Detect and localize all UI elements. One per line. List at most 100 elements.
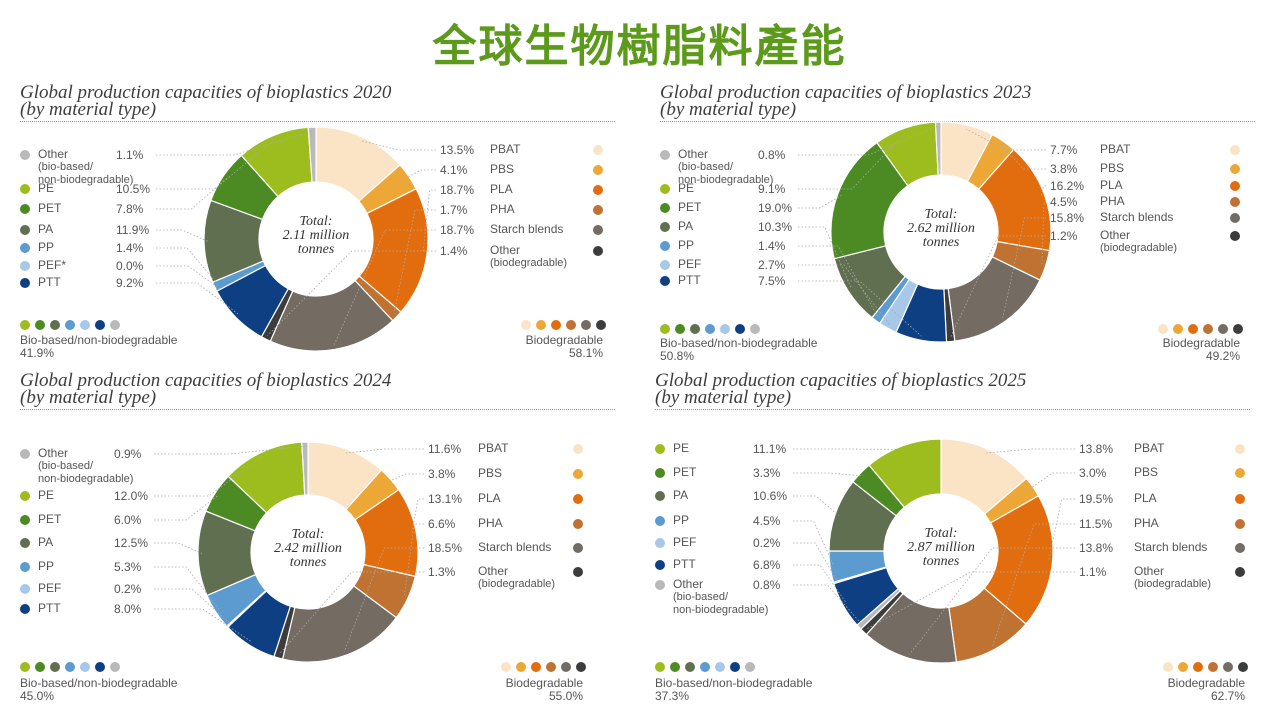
leader-line-pbs xyxy=(1029,472,1075,490)
legend-label-pha: PHA xyxy=(478,517,503,530)
legend-dot-pbs xyxy=(573,469,583,479)
legend-value-pbs: 3.8% xyxy=(428,467,456,481)
group-dot-other-bio-based-non-biodegradable xyxy=(750,324,760,334)
legend-value-pla: 13.1% xyxy=(428,492,463,506)
group-dot-pp xyxy=(700,662,710,672)
legend-value-pet: 6.0% xyxy=(114,513,142,527)
legend-label-text: PP xyxy=(678,238,695,252)
group-dot-pbs xyxy=(516,662,526,672)
legend-label-pha: PHA xyxy=(1100,195,1125,208)
legend-label-text: PBAT xyxy=(1100,142,1131,156)
legend-label-pp: PP xyxy=(673,514,689,527)
group-left-label: Bio-based/non-biodegradable xyxy=(655,676,813,690)
slice-pet xyxy=(830,141,909,260)
legend-label-text: PHA xyxy=(478,516,503,530)
legend-dot-pef xyxy=(655,538,665,548)
group-dot-pbat xyxy=(521,320,531,330)
legend-label-other-biodegradable: Other (biodegradable) xyxy=(490,244,567,270)
leader-line-pbat xyxy=(986,448,1075,454)
legend-label-pa: PA xyxy=(673,489,688,502)
legend-value-pa: 10.6% xyxy=(753,489,788,503)
chart-title-line1: Global production capacities of bioplast… xyxy=(20,370,392,391)
leader-line-starch-blends xyxy=(909,547,1075,655)
legend-label-sub: (bio-based/ xyxy=(38,460,94,472)
legend-value-other-bio-based-non-biodegradable: 0.8% xyxy=(758,148,786,162)
legend-label-text: PBAT xyxy=(490,142,521,156)
group-dot-pha xyxy=(1208,662,1218,672)
legend-value-other-biodegradable: 1.2% xyxy=(1050,229,1078,243)
legend-dot-pp xyxy=(20,243,30,253)
chart-total-line-3: tonnes xyxy=(297,242,335,257)
group-dot-pa xyxy=(685,662,695,672)
legend-label-pp: PP xyxy=(38,241,54,254)
legend-label-pet: PET xyxy=(38,513,61,526)
legend-label-sub: non-biodegradable) xyxy=(38,174,134,186)
legend-label-text: PP xyxy=(38,559,55,573)
legend-dot-pbat xyxy=(1230,145,1240,155)
legend-label-text: PEF* xyxy=(38,258,67,272)
legend-label-text: PBS xyxy=(1134,465,1159,479)
legend-label-starch-blends: Starch blends xyxy=(1134,541,1207,554)
legend-label-text: Starch blends xyxy=(1134,540,1208,554)
legend-label-text: PBS xyxy=(1100,161,1125,175)
legend-value-pbs: 3.8% xyxy=(1050,162,1078,176)
group-dot-pla xyxy=(551,320,561,330)
legend-dot-pha xyxy=(1235,519,1245,529)
legend-value-pef: 0.0% xyxy=(116,259,144,273)
legend-value-pp: 1.4% xyxy=(116,241,144,255)
legend-label-text: PBS xyxy=(490,162,515,176)
legend-label-text: PLA xyxy=(1134,491,1157,505)
legend-label-text: Starch blends xyxy=(490,222,564,236)
group-dot-pp xyxy=(65,320,75,330)
group-left-value: 50.8% xyxy=(660,349,695,363)
legend-dot-ptt xyxy=(660,276,670,286)
legend-label-other-biodegradable: Other (biodegradable) xyxy=(478,565,555,591)
legend-dot-pp xyxy=(655,516,665,526)
legend-dot-pha xyxy=(593,205,603,215)
legend-value-pa: 10.3% xyxy=(758,220,793,234)
legend-dot-pbs xyxy=(1230,164,1240,174)
group-left: Bio-based/non-biodegradable 37.3% xyxy=(655,677,812,703)
chart-total: Total: 2.11 million tonnes xyxy=(261,215,371,257)
legend-dot-pet xyxy=(20,204,30,214)
legend-label-pef: PEF* xyxy=(38,259,66,272)
group-dot-ptt xyxy=(735,324,745,334)
chart-title: Global production capacities of bioplast… xyxy=(20,370,615,410)
legend-label-text: PA xyxy=(678,219,694,233)
group-dot-pef xyxy=(715,662,725,672)
chart-title-line1: Global production capacities of bioplast… xyxy=(660,82,1032,103)
legend-label-text: Other xyxy=(678,147,709,161)
leader-line-pa xyxy=(154,542,203,554)
group-left-value: 37.3% xyxy=(655,689,690,703)
leader-line-pef xyxy=(793,542,838,582)
chart-title-line2: (by material type) xyxy=(20,99,157,120)
page-title: 全球生物樹脂料產能 xyxy=(432,21,847,72)
leader-line-pbs xyxy=(1000,144,1046,170)
legend-label-starch-blends: Starch blends xyxy=(490,223,563,236)
leader-line-pa xyxy=(793,495,840,516)
chart-total-line-1: Total: xyxy=(299,214,333,229)
legend-label-pla: PLA xyxy=(1100,179,1123,192)
group-right: Biodegradable 49.2% xyxy=(1160,337,1240,363)
chart-total-line-2: 2.11 million xyxy=(282,228,350,243)
group-dot-other-biodegradable xyxy=(1238,662,1248,672)
legend-label-text: PLA xyxy=(1100,178,1123,192)
donut-chart xyxy=(154,441,424,663)
legend-dot-pha xyxy=(573,519,583,529)
group-right-label: Biodegradable xyxy=(505,676,583,690)
legend-value-pef: 0.2% xyxy=(114,582,142,596)
group-dot-pef xyxy=(80,320,90,330)
group-dot-pe xyxy=(660,324,670,334)
group-dot-pp xyxy=(705,324,715,334)
legend-label-text: PTT xyxy=(673,557,696,571)
slice-pe xyxy=(868,438,942,509)
legend-label-other-bio-based-non-biodegradable: Other (bio-based/non-biodegradable) xyxy=(38,447,133,486)
legend-label-ptt: PTT xyxy=(673,558,696,571)
leader-line-pet xyxy=(156,177,227,210)
legend-value-pet: 3.3% xyxy=(753,466,781,480)
leader-line-pha xyxy=(992,523,1075,646)
legend-label-pet: PET xyxy=(673,466,696,479)
leader-line-pp xyxy=(156,247,219,286)
group-right-value: 55.0% xyxy=(548,689,583,703)
legend-label-text: Starch blends xyxy=(1100,210,1174,224)
